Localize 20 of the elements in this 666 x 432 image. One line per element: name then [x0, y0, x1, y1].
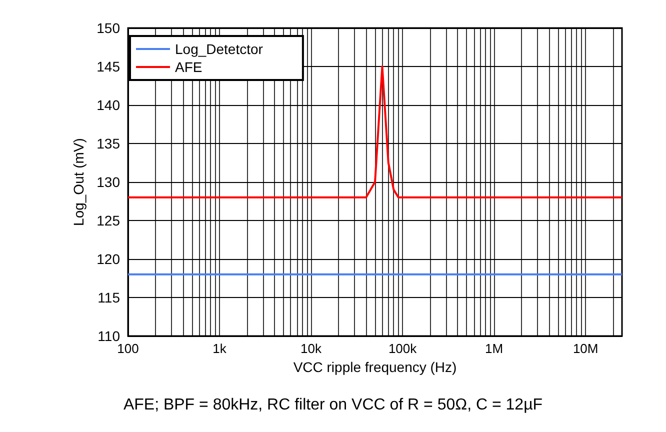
x-tick-label: 1k [212, 341, 227, 356]
y-tick-label: 145 [96, 58, 120, 74]
y-tick-label: 120 [96, 251, 120, 267]
x-axis-title: VCC ripple frequency (Hz) [293, 358, 457, 375]
y-tick-label: 150 [96, 20, 120, 36]
y-tick-label: 115 [98, 290, 120, 306]
x-tick-label: 10k [300, 341, 322, 356]
legend-label: AFE [175, 59, 202, 75]
y-tick-label: 140 [96, 97, 120, 113]
x-tick-label: 100 [117, 341, 139, 356]
legend-label: Log_Detetctor [175, 41, 264, 57]
y-tick-label: 130 [96, 174, 120, 190]
text: AFE; BPF = 80kHz, RC filter on VCC of R = 50Ω, C = 12µF [123, 396, 543, 414]
x-tick-label: 100k [388, 341, 418, 356]
y-tick-label: 125 [96, 212, 120, 228]
y-tick-label: 135 [96, 136, 120, 152]
x-tick-label: 1M [485, 341, 504, 356]
y-tick-label: 110 [98, 328, 120, 344]
y-axis-title: Log_Out (mV) [70, 138, 87, 226]
x-tick-label: 10M [572, 341, 598, 356]
